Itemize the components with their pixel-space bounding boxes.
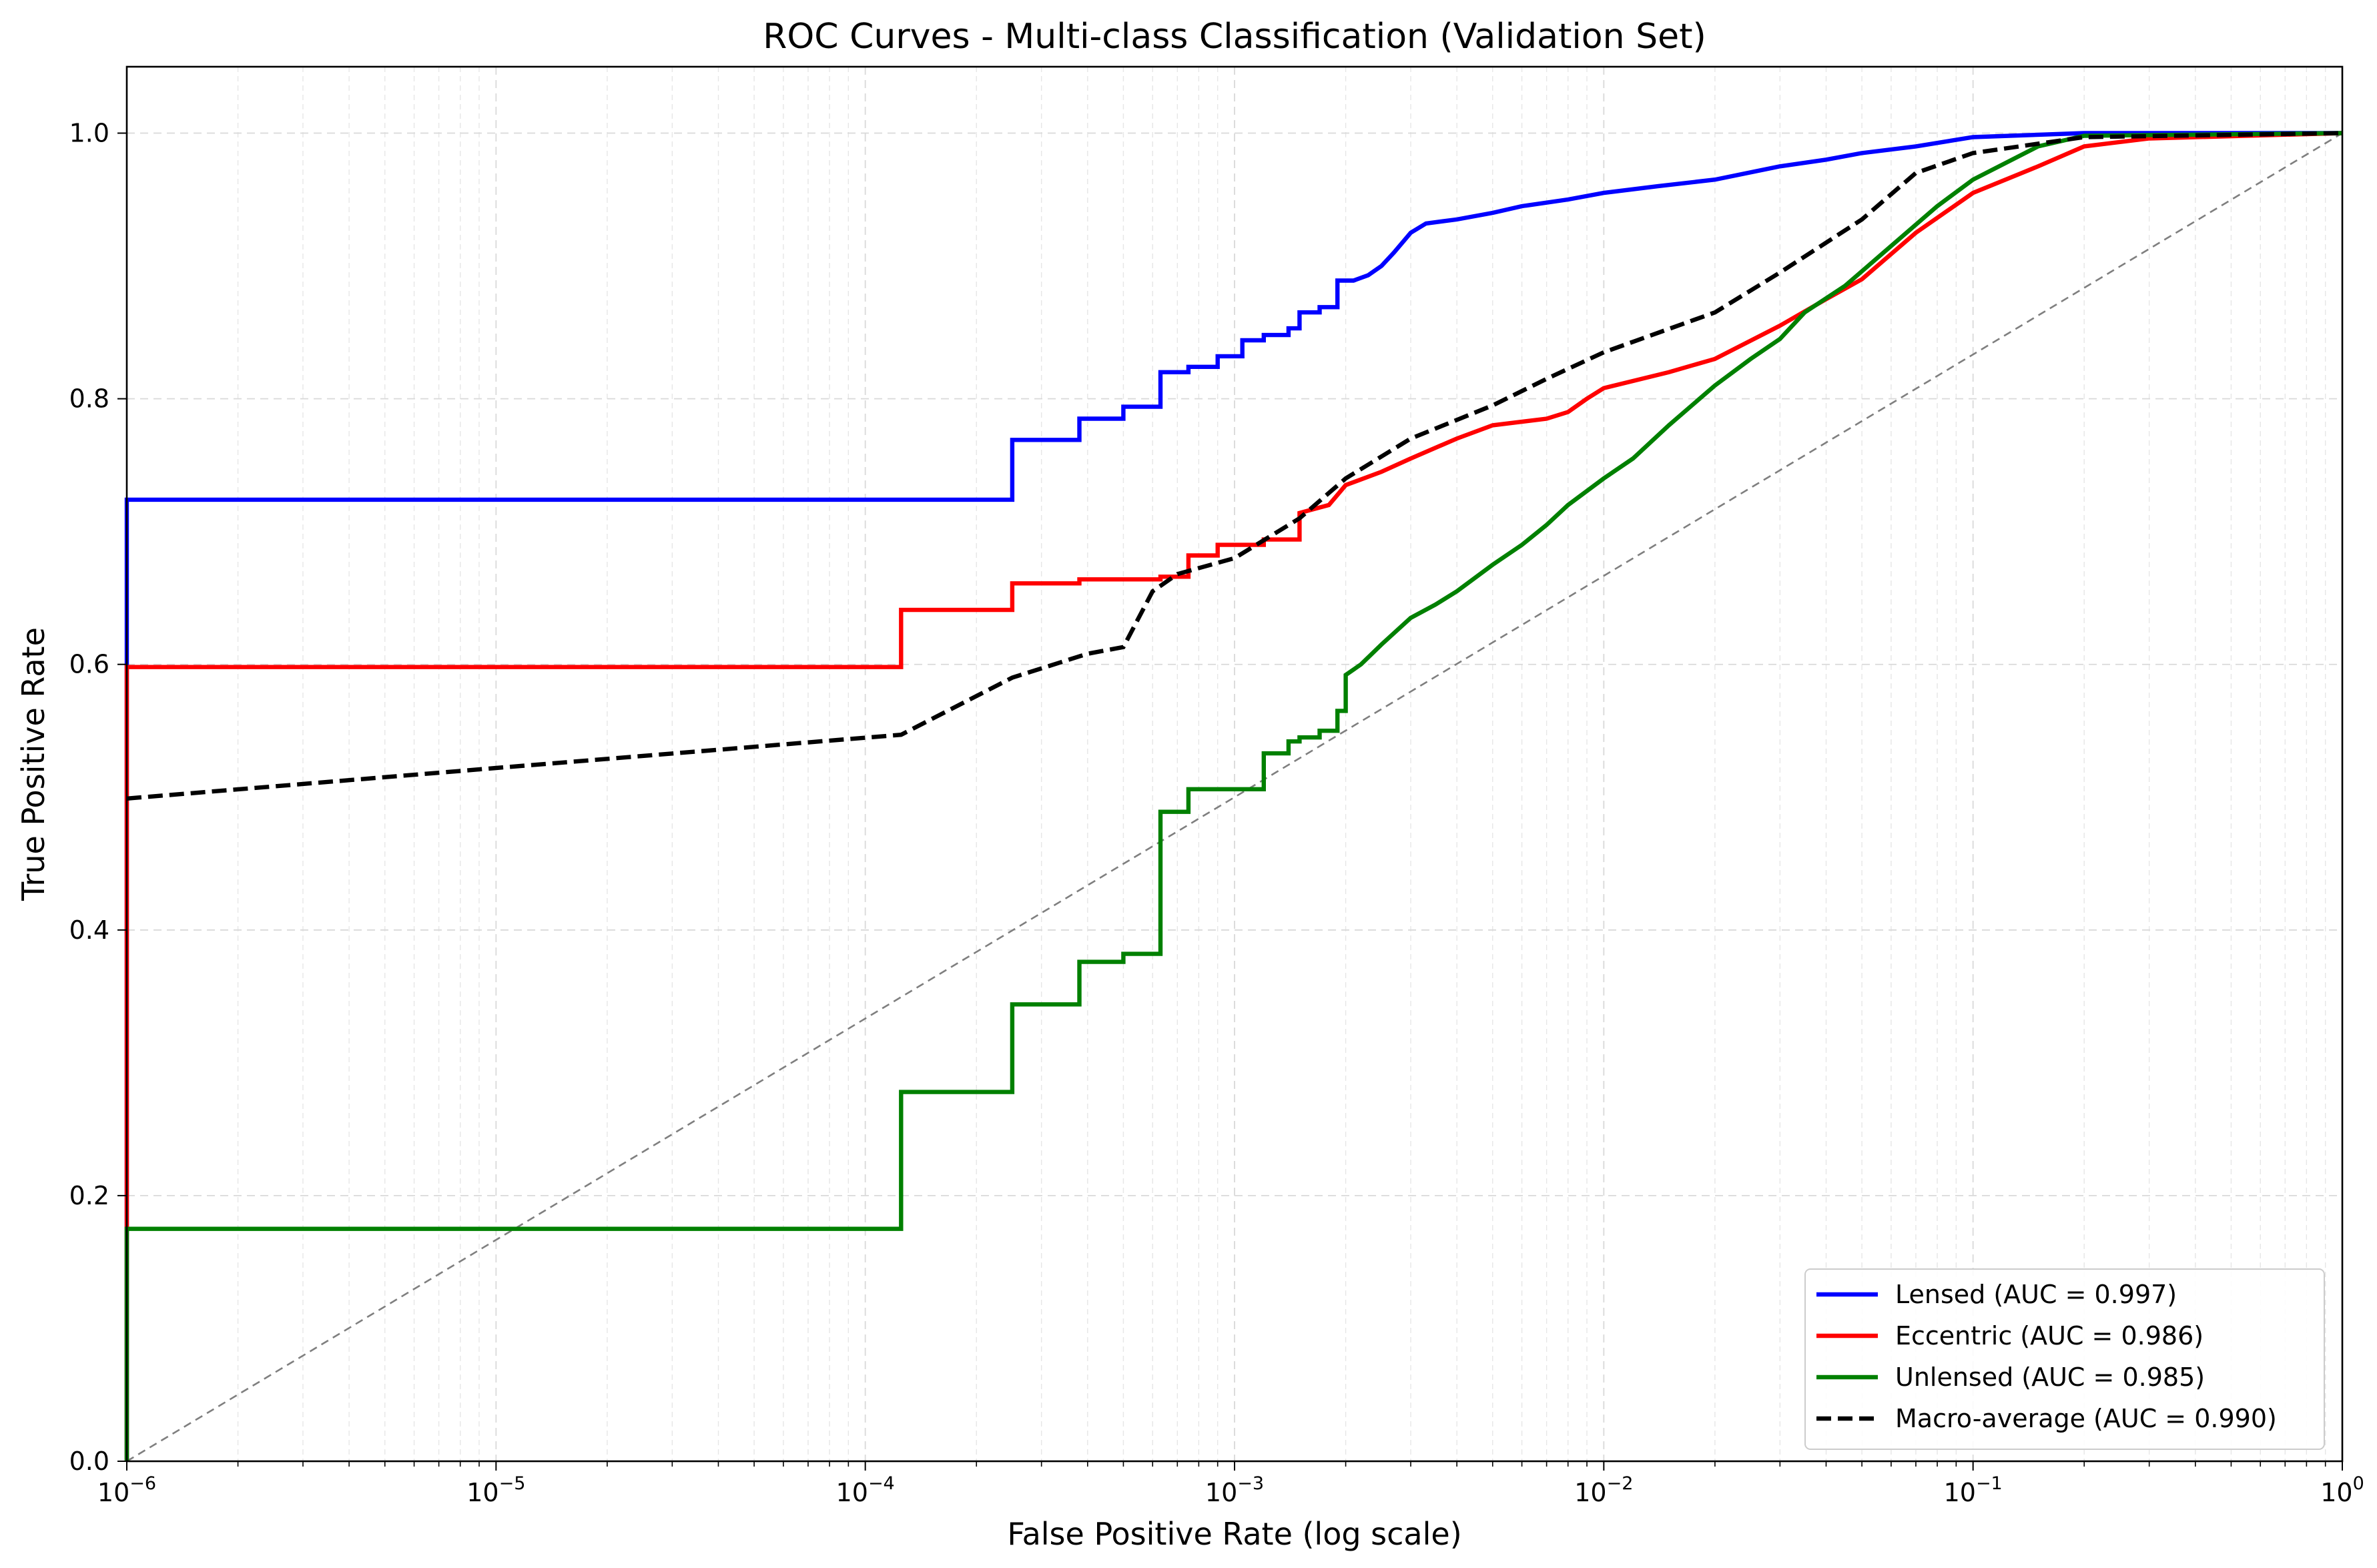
y-tick-label: 0.0 [69,1447,109,1476]
y-tick-label: 1.0 [69,119,109,148]
plot-area [124,131,2343,1463]
legend: Lensed (AUC = 0.997) Eccentric (AUC = 0.9… [1804,1268,2325,1450]
legend-label: Lensed (AUC = 0.997) [1895,1280,2177,1309]
series-line-macro-average [126,131,2343,801]
series-line-lensed [124,131,2342,1461]
legend-label: Macro-average (AUC = 0.990) [1895,1404,2277,1433]
x-tick-label: 10−1 [1944,1473,2003,1507]
x-tick-label: 10−4 [836,1473,895,1507]
reference-diagonal-line [126,132,2343,1463]
x-tick-label: 10−3 [1205,1473,1264,1507]
x-axis-label: False Positive Rate (log scale) [1007,1516,1461,1552]
legend-label: Unlensed (AUC = 0.985) [1895,1362,2205,1392]
x-tick-label: 10−2 [1574,1473,1633,1507]
x-tick-label: 100 [2320,1473,2364,1507]
legend-box [1804,1268,2325,1450]
x-tick-label: 10−6 [97,1473,156,1507]
y-tick-label: 0.2 [69,1181,109,1210]
chart-title: ROC Curves - Multi-class Classification … [763,17,1706,57]
x-tick-label: 10−5 [466,1473,525,1507]
y-axis-ticks: 0.0 0.2 0.4 0.6 0.8 1.0 [69,119,127,1476]
y-tick-label: 0.8 [69,384,109,414]
y-axis-label: True Positive Rate [15,627,51,901]
legend-label: Eccentric (AUC = 0.986) [1895,1321,2203,1350]
x-axis-ticks: 10−6 10−5 10−4 10−3 10−2 10−1 100 [97,1461,2364,1507]
series-line-unlensed [124,131,2343,1461]
y-tick-label: 0.4 [69,915,109,945]
y-tick-label: 0.6 [69,650,109,679]
series-line-eccentric [124,131,2343,1461]
